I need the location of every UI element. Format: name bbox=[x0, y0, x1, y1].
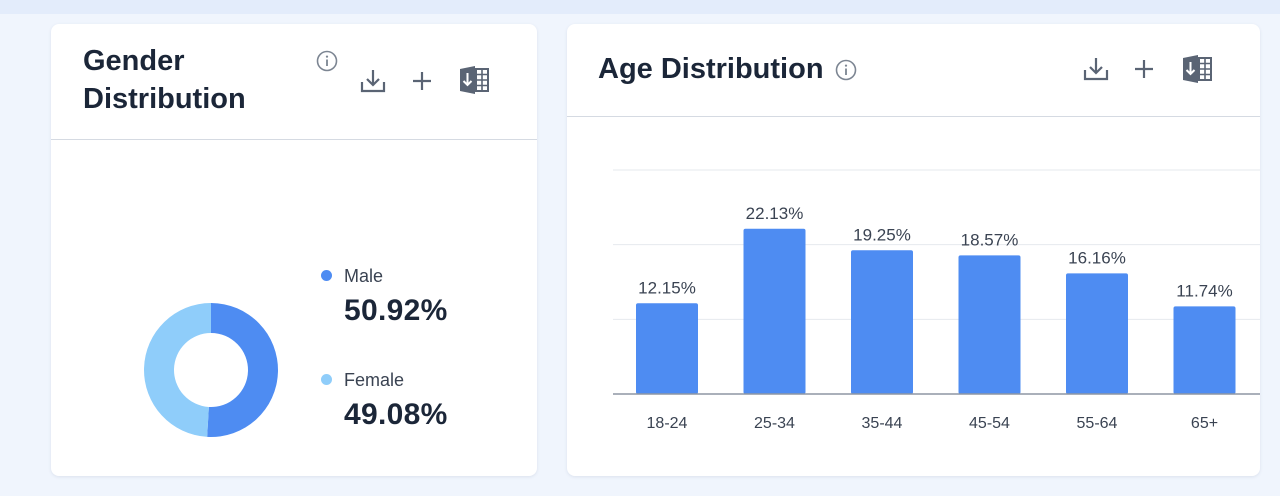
gender-card-title: Gender Distribution bbox=[83, 45, 246, 115]
export-excel-icon[interactable] bbox=[1181, 54, 1213, 84]
gender-donut-chart bbox=[51, 140, 537, 476]
female-percentage-value: 49.08% bbox=[344, 398, 448, 431]
info-icon[interactable] bbox=[835, 59, 857, 81]
bar-55-64[interactable] bbox=[1066, 273, 1128, 394]
donut-slice-female[interactable] bbox=[144, 303, 211, 437]
age-card-title: Age Distribution bbox=[598, 53, 824, 85]
bar-18-24[interactable] bbox=[636, 303, 698, 394]
bar-45-54[interactable] bbox=[958, 255, 1021, 394]
download-icon[interactable] bbox=[1082, 55, 1110, 83]
download-icon[interactable] bbox=[359, 67, 387, 95]
top-band bbox=[0, 0, 1280, 14]
x-tick-label-65+: 65+ bbox=[1191, 415, 1218, 432]
data-label-65+: 11.74% bbox=[1176, 281, 1232, 300]
data-label-55-64: 16.16% bbox=[1068, 248, 1126, 267]
female-legend-label: Female bbox=[344, 370, 405, 390]
bar-35-44[interactable] bbox=[851, 250, 913, 394]
gender-card-header: Gender Distribution bbox=[51, 24, 537, 140]
info-icon[interactable] bbox=[316, 50, 338, 72]
x-tick-label-45-54: 45-54 bbox=[969, 415, 1010, 432]
data-label-25-34: 22.13% bbox=[746, 204, 804, 223]
donut-slice-male[interactable] bbox=[207, 303, 279, 437]
male-percentage-value: 50.92% bbox=[344, 294, 448, 327]
data-label-18-24: 12.15% bbox=[638, 278, 696, 297]
female-legend-dot bbox=[321, 374, 332, 385]
age-card-header: Age Distribution bbox=[567, 24, 1260, 117]
data-label-35-44: 19.25% bbox=[853, 225, 911, 244]
add-icon[interactable] bbox=[408, 67, 436, 95]
age-bar-chart: 12.15% 18-24 22.13% 25-34 19.25% 35-44 18.57% 4… bbox=[613, 169, 1260, 432]
x-tick-label-35-44: 35-44 bbox=[862, 415, 903, 432]
gender-distribution-card: Gender Distribution Male 50.92% Female 4… bbox=[51, 24, 537, 476]
bar-65+[interactable] bbox=[1173, 306, 1236, 394]
x-tick-label-18-24: 18-24 bbox=[647, 415, 688, 432]
x-tick-label-55-64: 55-64 bbox=[1077, 415, 1118, 432]
age-distribution-card: Age Distribution 12.15% 18-24 22.13% 25-34 1… bbox=[567, 24, 1260, 476]
male-legend-label: Male bbox=[344, 266, 384, 286]
gender-donut-svg bbox=[144, 303, 279, 437]
export-excel-icon[interactable] bbox=[458, 65, 490, 95]
add-icon[interactable] bbox=[1130, 55, 1158, 83]
data-label-45-54: 18.57% bbox=[961, 230, 1019, 249]
x-tick-label-25-34: 25-34 bbox=[754, 415, 795, 432]
male-legend-dot bbox=[321, 270, 332, 281]
bar-25-34[interactable] bbox=[743, 228, 806, 394]
